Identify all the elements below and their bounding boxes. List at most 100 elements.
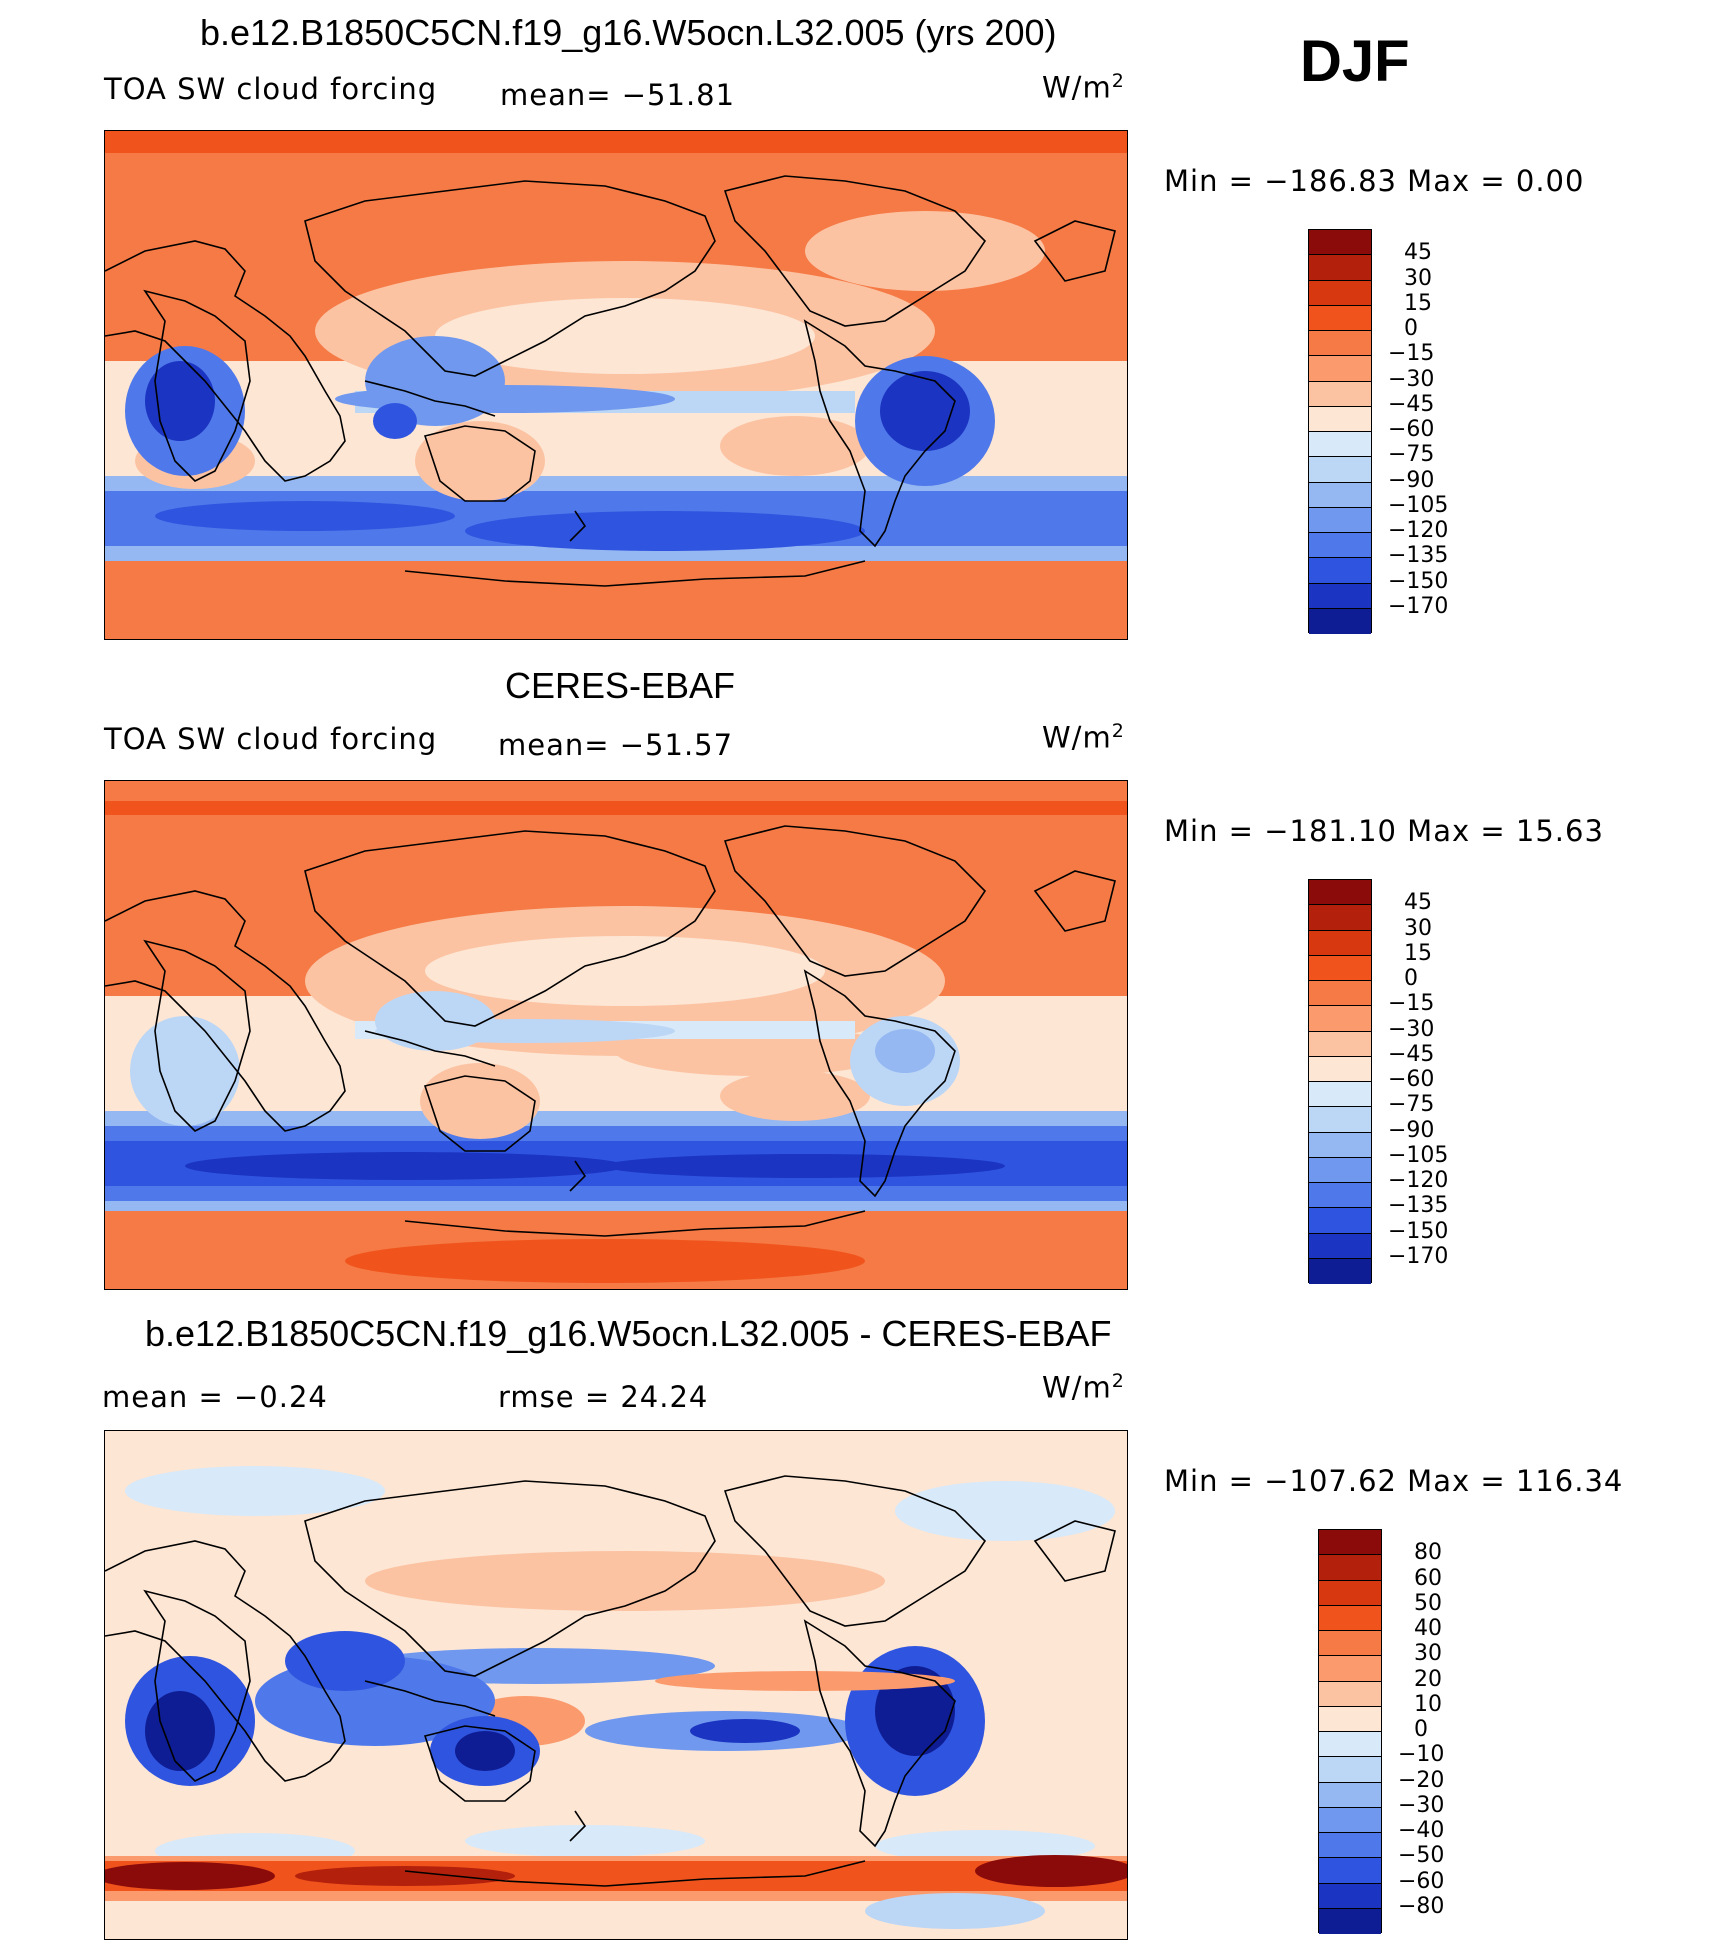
colorbar-swatch — [1309, 583, 1371, 609]
colorbar-swatch — [1309, 880, 1371, 906]
colorbar-swatch — [1319, 1908, 1381, 1934]
colorbar-swatch — [1309, 230, 1371, 256]
colorbar-tick-label: −50 — [1398, 1843, 1445, 1869]
colorbar-tick-label: 0 — [1404, 966, 1418, 991]
colorbar-swatch — [1309, 331, 1371, 357]
panel-1-map — [104, 130, 1128, 640]
colorbar-tick-label: 30 — [1404, 915, 1432, 941]
colorbar-swatch — [1309, 406, 1371, 432]
colorbar-swatch — [1309, 432, 1371, 458]
panel-1-mean-label: mean= −51.81 — [500, 78, 736, 112]
colorbar-tick-label: −170 — [1388, 1243, 1449, 1269]
colorbar-tick-label: −30 — [1388, 366, 1435, 392]
colorbar-swatch — [1309, 930, 1371, 956]
colorbar-tick-label: −75 — [1388, 1092, 1435, 1118]
colorbar-swatch — [1309, 1107, 1371, 1133]
colorbar-swatch — [1309, 558, 1371, 584]
colorbar-tick-label: −20 — [1398, 1767, 1445, 1793]
colorbar-swatch — [1309, 1258, 1371, 1284]
colorbar-tick-label: 20 — [1414, 1666, 1442, 1692]
colorbar-swatch — [1309, 255, 1371, 281]
colorbar-tick-label: −60 — [1398, 1868, 1445, 1894]
colorbar-tick-label: −105 — [1388, 1142, 1449, 1168]
panel-2-minmax: Min = −181.10 Max = 15.63 — [1164, 814, 1604, 848]
panel-3-units: W/m2 — [1042, 1370, 1125, 1405]
colorbar-swatch — [1309, 981, 1371, 1007]
panel-2-colorbar: 45 30 15 0 −15 −30 −45 −60 −75 −90 −105 −120 −135 −15… — [1308, 879, 1448, 1284]
colorbar-swatch — [1309, 1208, 1371, 1234]
colorbar-swatch — [1319, 1631, 1381, 1657]
panel-3-colorbar: 80 60 50 40 30 20 10 0 −10 −20 −30 −40 −50 −60 −80 — [1318, 1529, 1444, 1934]
panel-2-variable-label: TOA SW cloud forcing — [104, 722, 438, 756]
colorbar-tick-label: −60 — [1388, 417, 1435, 442]
colorbar-swatch — [1319, 1555, 1381, 1581]
colorbar-tick-label: −45 — [1388, 391, 1435, 417]
colorbar-tick-label: 80 — [1414, 1540, 1442, 1566]
colorbar-tick-label: −30 — [1388, 1016, 1435, 1042]
colorbar-swatch — [1319, 1782, 1381, 1808]
panel-3-mean-label: mean = −0.24 — [102, 1380, 328, 1414]
colorbar-tick-label: −90 — [1388, 1117, 1435, 1143]
colorbar-tick-label: 45 — [1404, 890, 1432, 916]
panel-1-colorbar: 45 30 15 0 −15 −30 −45 −60 −75 −90 −105 −120 −135 −15… — [1308, 229, 1448, 634]
panel-1-variable-label: TOA SW cloud forcing — [104, 72, 438, 106]
panel-3-minmax: Min = −107.62 Max = 116.34 — [1164, 1464, 1624, 1498]
colorbar-swatch — [1319, 1833, 1381, 1859]
colorbar-swatch — [1309, 356, 1371, 382]
panel-1-minmax: Min = −186.83 Max = 0.00 — [1164, 164, 1585, 198]
panel-2-units: W/m2 — [1042, 720, 1125, 755]
colorbar-tick-label: 40 — [1414, 1616, 1442, 1641]
colorbar-swatch — [1309, 457, 1371, 483]
colorbar-swatch — [1319, 1706, 1381, 1732]
colorbar-tick-label: −150 — [1388, 568, 1449, 594]
colorbar-tick-label: −40 — [1398, 1818, 1445, 1843]
colorbar-tick-label: −30 — [1398, 1792, 1445, 1818]
colorbar-tick-label: −80 — [1398, 1893, 1445, 1919]
colorbar-tick-label: 30 — [1404, 265, 1432, 291]
panel-3-map — [104, 1430, 1128, 1940]
colorbar-tick-label: −105 — [1388, 492, 1449, 518]
colorbar-tick-label: −45 — [1388, 1041, 1435, 1067]
colorbar-tick-label: −60 — [1388, 1067, 1435, 1092]
colorbar-tick-label: −135 — [1388, 1193, 1449, 1219]
colorbar-swatch — [1309, 955, 1371, 981]
colorbar-swatch — [1309, 1082, 1371, 1108]
panel-3-rmse-label: rmse = 24.24 — [498, 1380, 709, 1414]
colorbar-tick-label: −90 — [1388, 467, 1435, 493]
colorbar-tick-label: 0 — [1404, 316, 1418, 341]
colorbar-tick-label: −150 — [1388, 1218, 1449, 1244]
colorbar-swatch — [1309, 1006, 1371, 1032]
colorbar-swatch — [1319, 1681, 1381, 1707]
colorbar-tick-label: −15 — [1388, 991, 1435, 1017]
colorbar-swatch — [1309, 1157, 1371, 1183]
colorbar-tick-label: 60 — [1414, 1565, 1442, 1591]
colorbar-tick-label: −120 — [1388, 1168, 1449, 1193]
colorbar-swatch — [1309, 507, 1371, 533]
panel-1-title: b.e12.B1850C5CN.f19_g16.W5ocn.L32.005 (y… — [200, 12, 1057, 53]
colorbar-swatch — [1319, 1530, 1381, 1556]
colorbar-swatch — [1309, 608, 1371, 634]
colorbar-tick-label: 0 — [1414, 1717, 1428, 1742]
colorbar-tick-label: 30 — [1414, 1641, 1442, 1667]
colorbar-swatch — [1309, 533, 1371, 559]
colorbar-swatch — [1309, 280, 1371, 306]
panel-2-mean-label: mean= −51.57 — [498, 728, 734, 762]
colorbar-swatch — [1319, 1732, 1381, 1758]
colorbar-tick-label: −135 — [1388, 543, 1449, 569]
colorbar-tick-label: 10 — [1414, 1691, 1442, 1717]
colorbar-tick-label: 45 — [1404, 240, 1432, 266]
colorbar-tick-label: −75 — [1388, 442, 1435, 468]
panel-2-title: CERES-EBAF — [505, 665, 736, 706]
colorbar-swatch — [1319, 1757, 1381, 1783]
colorbar-swatch — [1319, 1858, 1381, 1884]
colorbar-tick-label: −10 — [1398, 1742, 1445, 1768]
panel-2-map — [104, 780, 1128, 1290]
colorbar-tick-label: −170 — [1388, 593, 1449, 619]
colorbar-swatch — [1309, 381, 1371, 407]
colorbar-swatch — [1309, 305, 1371, 331]
colorbar-swatch — [1319, 1807, 1381, 1833]
season-label: DJF — [1300, 29, 1410, 94]
colorbar-swatch — [1319, 1605, 1381, 1631]
panel-3-title: b.e12.B1850C5CN.f19_g16.W5ocn.L32.005 - … — [145, 1313, 1112, 1354]
colorbar-tick-label: −15 — [1388, 341, 1435, 367]
